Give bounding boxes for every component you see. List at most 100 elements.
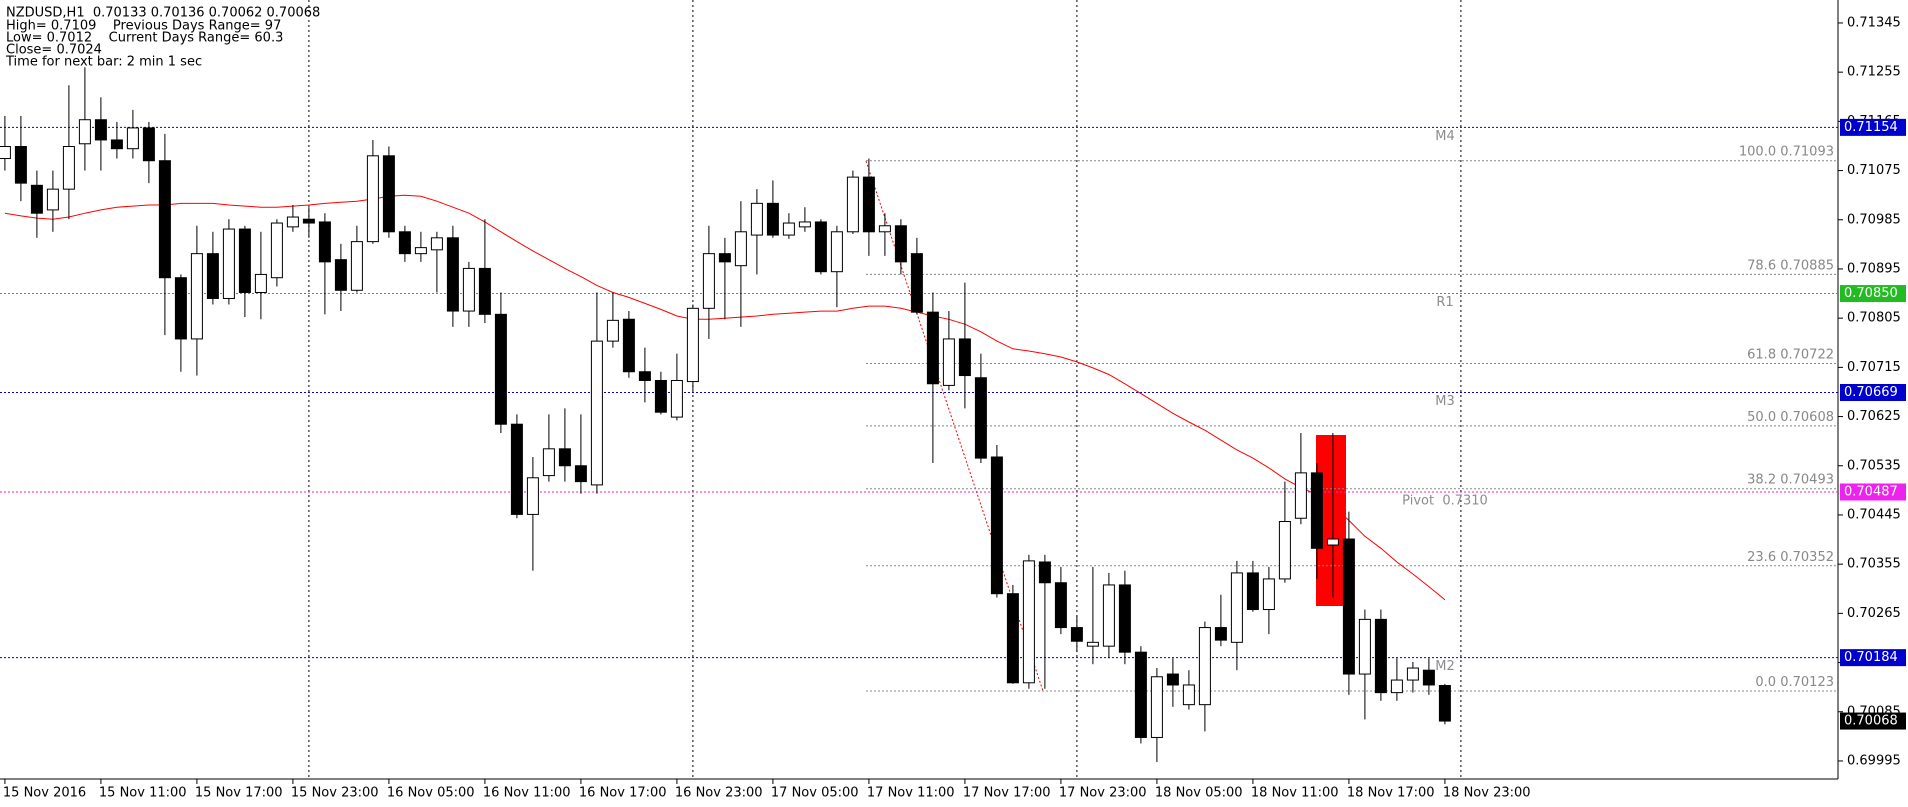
candle-body [350,241,363,291]
fibo-value: 0.70608 [1780,409,1834,424]
fibo-label: 38.2 0.70493 [1747,472,1834,487]
y-tick-label: 0.70985 [1847,212,1901,227]
price-box-label: 0.70184 [1844,650,1898,665]
candle-body [942,338,955,386]
candle-body [334,259,347,291]
x-tick-label: 15 Nov 11:00 [99,786,187,801]
y-tick-label: 0.70535 [1847,458,1901,473]
candle-body [1262,578,1275,611]
candle-body [1214,627,1227,641]
x-tick-label: 16 Nov 05:00 [387,786,475,801]
candle-body [606,319,619,342]
price-box-label: 0.70669 [1844,385,1898,400]
candle-body [1150,676,1163,738]
candle-body [958,338,971,377]
price-box-label: 0.71154 [1844,120,1898,135]
candle-body [574,465,587,483]
fibo-value: 0.70493 [1780,472,1834,487]
x-tick-label: 15 Nov 23:00 [291,786,379,801]
candle-body [14,146,27,184]
candle-body [110,139,123,150]
price-box-label: 0.70850 [1844,286,1898,301]
candle-body [1102,584,1115,647]
y-tick-label: 0.69995 [1847,753,1901,768]
candle-body [686,307,699,383]
candle-body [718,253,731,263]
fibo-label: 78.6 0.70885 [1747,258,1834,273]
candle-body [814,221,827,273]
level-name: R1 [1436,295,1453,310]
fibo-value: 0.70123 [1780,674,1834,689]
candle-body [174,277,187,340]
fibo-level: 38.2 [1747,472,1776,487]
candle-body [206,253,219,299]
fibo-label: 0.0 0.70123 [1755,674,1834,689]
candle-body [318,221,331,263]
candle-body [1134,651,1147,738]
candle-body [0,146,11,160]
candle-body [398,231,411,255]
candle-body [94,119,107,141]
x-tick-label: 15 Nov 17:00 [195,786,283,801]
y-tick-label: 0.70625 [1847,409,1901,424]
info-line: High= 0.7109 Previous Days Range= 97 [6,19,281,34]
x-tick-label: 16 Nov 17:00 [579,786,667,801]
candle-body [1070,627,1083,642]
candle-body [1022,560,1035,684]
x-tick-label: 18 Nov 11:00 [1251,786,1339,801]
candle-body [1374,618,1387,694]
info-line: Low= 0.7012 Current Days Range= 60.3 [6,31,283,46]
fibo-value: 0.70885 [1780,258,1834,273]
candle-body [1342,538,1355,675]
candle-body [750,202,763,236]
chart-title: NZDUSD,H1 0.70133 0.70136 0.70062 0.7006… [6,6,320,21]
candle-body [542,448,555,477]
candle-body [382,155,395,233]
y-tick-label: 0.70355 [1847,557,1901,572]
y-tick-label: 0.70265 [1847,606,1901,621]
x-tick-label: 18 Nov 17:00 [1347,786,1435,801]
level-name: M2 [1435,659,1455,674]
candle-body [766,202,779,236]
candle-body [238,228,251,293]
fibo-level: 100.0 [1739,144,1776,159]
current-price-box [1840,712,1906,730]
level-name: M4 [1435,129,1455,144]
candle-body [638,371,651,381]
candle-body [1054,582,1067,629]
candle-body [990,456,1003,595]
fibo-level: 78.6 [1747,258,1776,273]
x-tick-label: 15 Nov 2016 [3,786,86,801]
candle-body [926,311,939,385]
candle-body [734,231,747,267]
candle-body [1294,472,1307,519]
candle-body [30,184,43,214]
candle-body [1086,641,1099,647]
y-tick-label: 0.71255 [1847,65,1901,80]
fibo-value: 0.70352 [1780,549,1834,564]
fibo-value: 0.70722 [1780,347,1834,362]
fibo-label: 23.6 0.70352 [1747,549,1834,564]
header: NZDUSD,H1 0.70133 0.70136 0.70062 0.7006… [5,6,320,70]
price-box [1840,483,1906,501]
candle-body [1390,679,1403,694]
candle-body [1326,538,1339,546]
candle-body [142,127,155,162]
candle-body [974,377,987,459]
info-line: Time for next bar: 2 min 1 sec [5,55,202,70]
candle-body [462,267,475,312]
current-price-label: 0.70068 [1844,714,1898,729]
candle-body [1422,669,1435,686]
x-tick-label: 18 Nov 23:00 [1443,786,1531,801]
candle-body [1038,561,1051,584]
candle-body [830,231,843,273]
candle-body [62,146,75,190]
candle-body [78,119,91,145]
candle-body [702,253,715,309]
price-box-label: 0.70487 [1844,485,1898,500]
fibo-label: 100.0 0.71093 [1739,144,1834,159]
x-tick-label: 18 Nov 05:00 [1155,786,1243,801]
candle-body [46,188,59,211]
